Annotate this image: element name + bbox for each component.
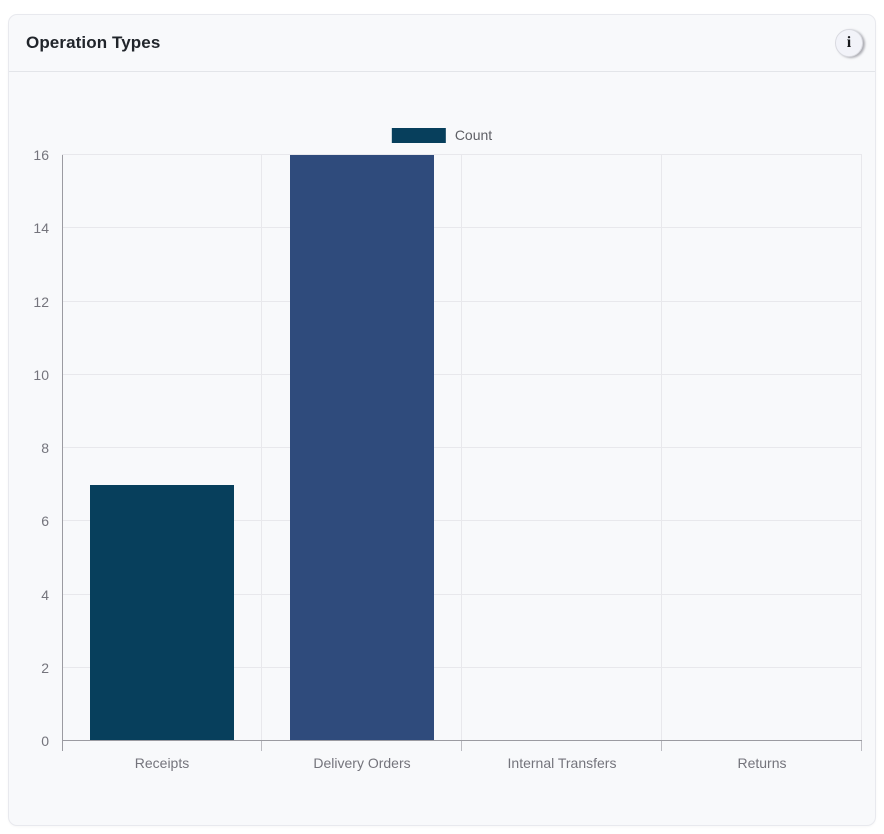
legend-label: Count <box>454 127 493 143</box>
gridline-horizontal <box>62 520 862 522</box>
legend-swatch <box>391 127 446 143</box>
info-button[interactable]: i <box>835 29 863 57</box>
operation-types-card: Operation Types i Count 0 2 4 6 8 10 12 14 16 Re… <box>8 14 876 826</box>
x-axis-line <box>62 740 862 741</box>
x-axis-tick-mark <box>261 741 262 751</box>
gridline-horizontal <box>62 593 862 595</box>
bar-delivery-orders[interactable] <box>290 155 434 741</box>
y-axis-tick-label: 10 <box>33 366 49 383</box>
x-axis-label-internal-transfers: Internal Transfers <box>507 755 617 771</box>
gridline-horizontal <box>62 300 862 302</box>
y-axis-tick-label: 2 <box>41 659 49 676</box>
y-axis-tick-label: 0 <box>41 733 49 749</box>
gridline-horizontal <box>62 373 862 375</box>
y-axis-tick-label: 6 <box>41 513 49 530</box>
page-title: Operation Types <box>26 33 161 52</box>
gridline-vertical <box>461 155 462 741</box>
y-axis-tick-label: 14 <box>33 220 49 237</box>
x-axis-tick-mark <box>861 741 862 751</box>
info-icon: i <box>846 34 852 51</box>
x-axis-label-returns: Returns <box>737 755 787 771</box>
x-axis-tick-mark <box>461 741 462 751</box>
plot-area <box>62 154 862 751</box>
y-axis-tick-label: 16 <box>33 147 49 163</box>
chart-legend-item[interactable]: Count <box>391 127 493 143</box>
y-axis-tick-label: 12 <box>33 293 49 310</box>
bar-chart: Count 0 2 4 6 8 10 12 14 16 Receipts Delivery Ord… <box>9 72 875 825</box>
y-axis-tick-label: 8 <box>41 440 49 456</box>
x-axis-label-delivery-orders: Delivery Orders <box>313 755 411 771</box>
y-axis-line <box>62 155 63 751</box>
bar-receipts[interactable] <box>90 484 234 741</box>
gridline-vertical <box>661 155 662 741</box>
gridline-horizontal <box>62 154 862 155</box>
gridline-vertical <box>861 155 862 741</box>
y-axis-tick-label: 4 <box>41 586 49 603</box>
x-axis-label-receipts: Receipts <box>134 755 190 771</box>
gridline-horizontal <box>62 447 862 448</box>
gridline-horizontal <box>62 227 862 229</box>
x-axis-tick-mark <box>661 741 662 751</box>
card-header: Operation Types i <box>9 15 875 72</box>
gridline-horizontal <box>62 666 862 668</box>
gridline-vertical <box>261 155 262 741</box>
